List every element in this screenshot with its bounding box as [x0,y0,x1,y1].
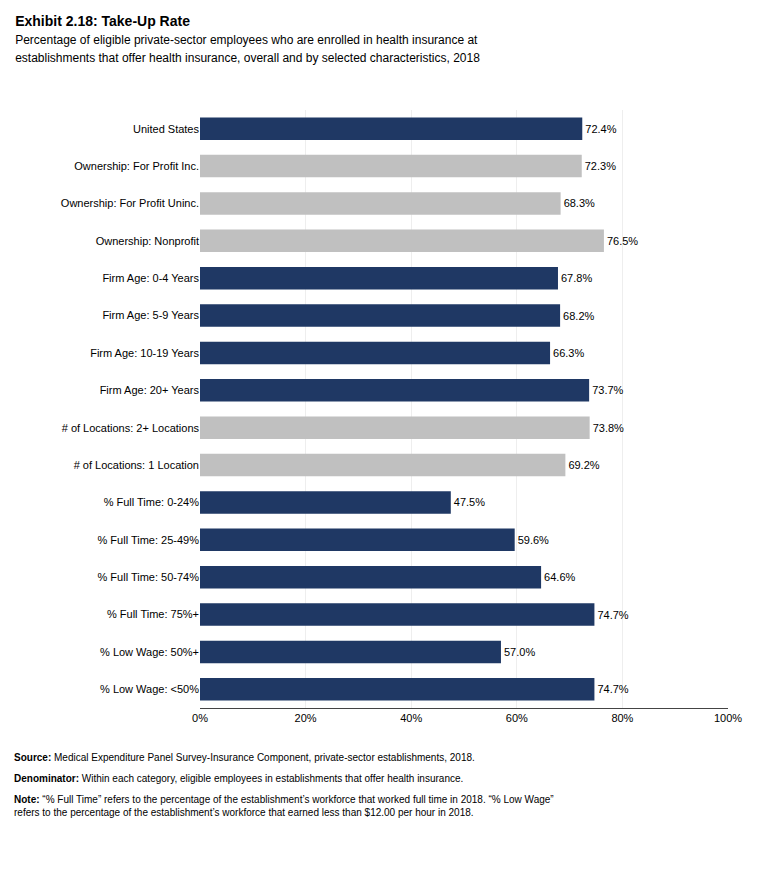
svg-text:57.0%: 57.0% [504,646,535,658]
svg-text:73.7%: 73.7% [592,384,623,396]
svg-text:Ownership: For Profit Uninc.: Ownership: For Profit Uninc. [61,197,199,209]
svg-text:68.2%: 68.2% [563,310,594,322]
svg-text:64.6%: 64.6% [544,571,575,583]
svg-text:74.7%: 74.7% [597,609,628,621]
svg-text:# of Locations: 1 Location: # of Locations: 1 Location [74,459,199,471]
svg-text:# of Locations: 2+ Locations: # of Locations: 2+ Locations [62,422,200,434]
svg-text:Source: Medical Expenditure Pa: Source: Medical Expenditure Panel Survey… [14,752,475,763]
svg-text:% Full Time: 0-24%: % Full Time: 0-24% [104,496,200,508]
svg-text:Firm Age: 10-19 Years: Firm Age: 10-19 Years [90,347,199,359]
svg-text:United States: United States [133,123,200,135]
svg-text:67.8%: 67.8% [561,272,592,284]
svg-text:% Low Wage: <50%: % Low Wage: <50% [100,683,199,695]
svg-text:74.7%: 74.7% [597,683,628,695]
svg-text:40%: 40% [400,712,422,724]
svg-text:Note: “% Full Time” refers to: Note: “% Full Time” refers to the percen… [14,794,554,818]
svg-text:Denominator: Within each categ: Denominator: Within each category, eligi… [14,773,463,784]
svg-text:73.8%: 73.8% [593,422,624,434]
svg-text:Exhibit 2.18: Take-Up RatePerc: Exhibit 2.18: Take-Up RatePercentage of … [15,13,480,65]
svg-text:80%: 80% [611,712,633,724]
svg-text:% Full Time: 50-74%: % Full Time: 50-74% [98,571,200,583]
svg-text:Firm Age: 0-4 Years: Firm Age: 0-4 Years [102,272,199,284]
svg-text:Firm Age: 5-9 Years: Firm Age: 5-9 Years [102,309,199,321]
svg-text:59.6%: 59.6% [518,534,549,546]
svg-text:% Low Wage: 50%+: % Low Wage: 50%+ [100,646,199,658]
svg-text:69.2%: 69.2% [568,459,599,471]
svg-text:60%: 60% [506,712,528,724]
svg-text:72.4%: 72.4% [585,123,616,135]
svg-text:72.3%: 72.3% [585,160,616,172]
svg-text:Ownership: For Profit Inc.: Ownership: For Profit Inc. [74,160,199,172]
svg-text:% Full Time: 25-49%: % Full Time: 25-49% [98,534,200,546]
svg-text:66.3%: 66.3% [553,347,584,359]
svg-text:20%: 20% [295,712,317,724]
svg-text:68.3%: 68.3% [564,197,595,209]
svg-text:47.5%: 47.5% [454,496,485,508]
svg-text:76.5%: 76.5% [607,235,638,247]
svg-text:Ownership: Nonprofit: Ownership: Nonprofit [96,235,199,247]
svg-text:100%: 100% [714,712,742,724]
svg-text:Firm Age: 20+ Years: Firm Age: 20+ Years [100,384,200,396]
svg-text:% Full Time: 75%+: % Full Time: 75%+ [107,608,199,620]
svg-text:0%: 0% [192,712,208,724]
